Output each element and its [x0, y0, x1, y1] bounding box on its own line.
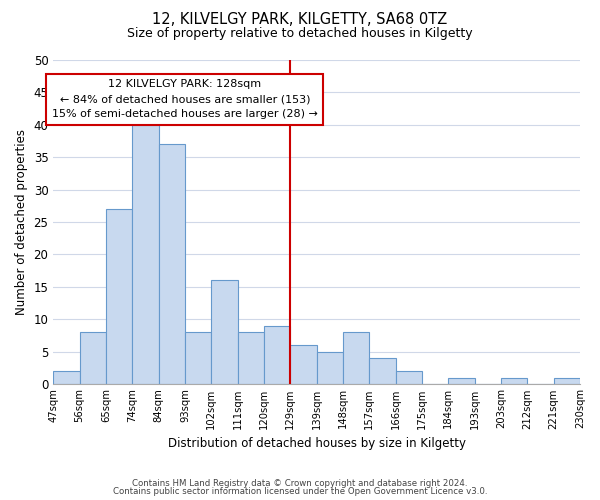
Bar	[80, 332, 106, 384]
Bar	[448, 378, 475, 384]
Bar	[501, 378, 527, 384]
Text: Contains public sector information licensed under the Open Government Licence v3: Contains public sector information licen…	[113, 487, 487, 496]
Bar	[106, 209, 132, 384]
Bar	[370, 358, 395, 384]
X-axis label: Distribution of detached houses by size in Kilgetty: Distribution of detached houses by size …	[167, 437, 466, 450]
Bar	[554, 378, 580, 384]
Text: Contains HM Land Registry data © Crown copyright and database right 2024.: Contains HM Land Registry data © Crown c…	[132, 478, 468, 488]
Y-axis label: Number of detached properties: Number of detached properties	[15, 129, 28, 315]
Text: Size of property relative to detached houses in Kilgetty: Size of property relative to detached ho…	[127, 28, 473, 40]
Bar	[290, 345, 317, 384]
Bar	[132, 125, 158, 384]
Bar	[185, 332, 211, 384]
Bar	[264, 326, 290, 384]
Text: 12 KILVELGY PARK: 128sqm
← 84% of detached houses are smaller (153)
15% of semi-: 12 KILVELGY PARK: 128sqm ← 84% of detach…	[52, 80, 318, 119]
Bar	[158, 144, 185, 384]
Bar	[317, 352, 343, 384]
Bar	[395, 371, 422, 384]
Bar	[343, 332, 370, 384]
Bar	[211, 280, 238, 384]
Bar	[238, 332, 264, 384]
Text: 12, KILVELGY PARK, KILGETTY, SA68 0TZ: 12, KILVELGY PARK, KILGETTY, SA68 0TZ	[152, 12, 448, 28]
Bar	[53, 371, 80, 384]
